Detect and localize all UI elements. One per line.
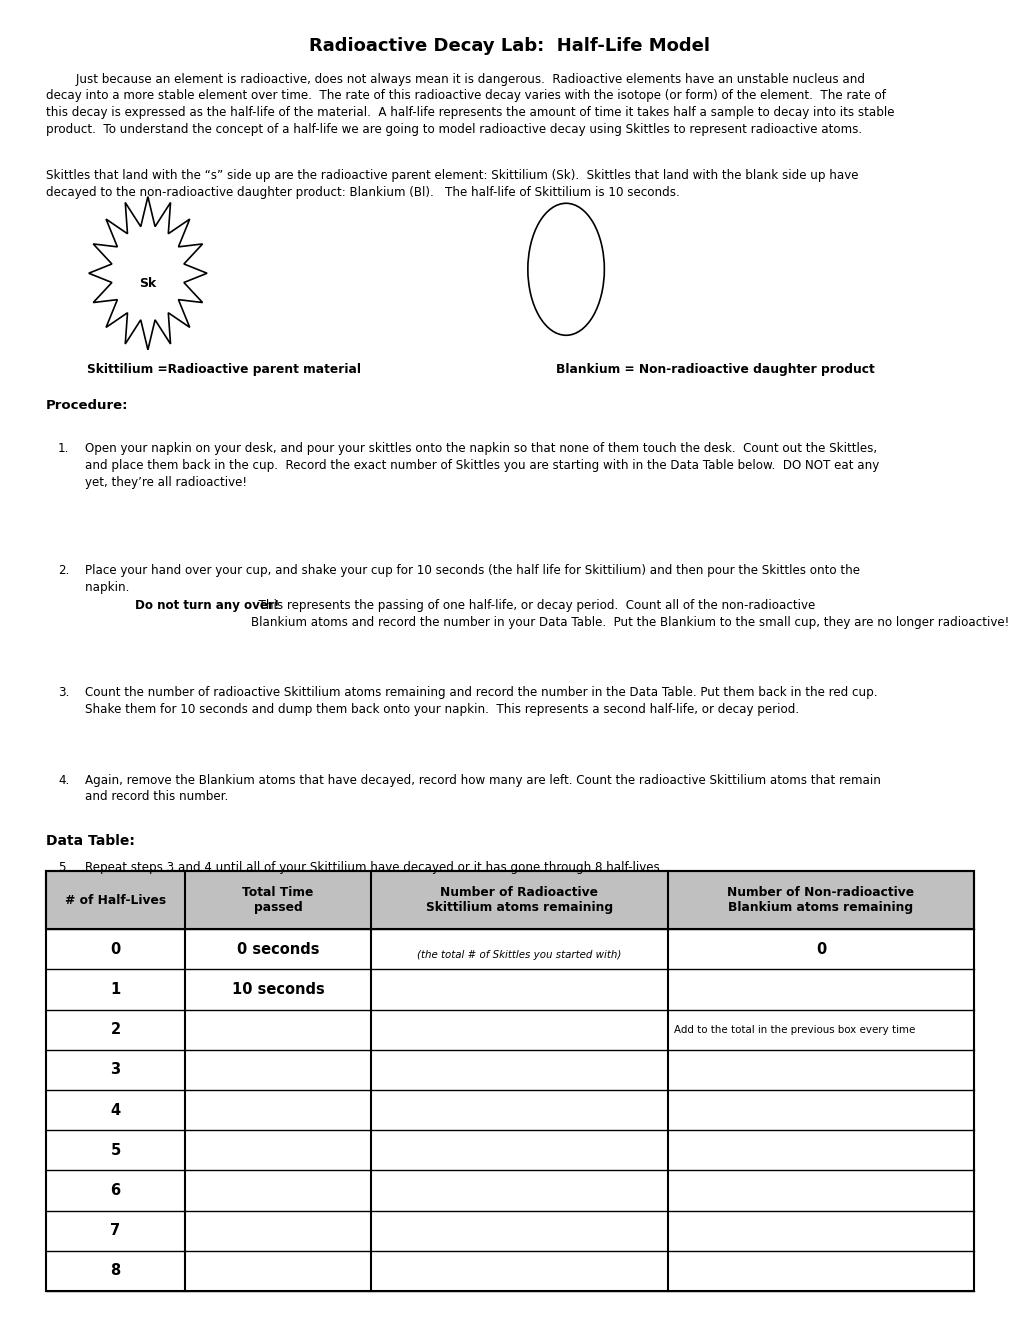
Text: Repeat steps 3 and 4 until all of your Skittilium have decayed or it has gone th: Repeat steps 3 and 4 until all of your S… [85, 861, 662, 874]
Text: 3.: 3. [58, 686, 69, 700]
Text: 0: 0 [815, 942, 825, 957]
Text: Procedure:: Procedure: [46, 399, 128, 412]
Text: (the total # of Skittles you started with): (the total # of Skittles you started wit… [417, 949, 621, 960]
Text: Do not turn any over!: Do not turn any over! [135, 599, 279, 612]
Text: Skittles that land with the “s” side up are the radioactive parent element: Skit: Skittles that land with the “s” side up … [46, 169, 858, 199]
Text: Place your hand over your cup, and shake your cup for 10 seconds (the half life : Place your hand over your cup, and shake… [85, 565, 859, 594]
Text: Count the number of radioactive Skittilium atoms remaining and record the number: Count the number of radioactive Skittili… [85, 686, 876, 717]
Text: 0 seconds: 0 seconds [236, 942, 319, 957]
Text: Add to the total in the previous box every time: Add to the total in the previous box eve… [674, 1024, 914, 1035]
Text: Number of Radioactive
Skittilium atoms remaining: Number of Radioactive Skittilium atoms r… [425, 886, 612, 915]
Text: Just because an element is radioactive, does not always mean it is dangerous.  R: Just because an element is radioactive, … [46, 73, 894, 136]
Text: 5.: 5. [58, 861, 69, 874]
FancyBboxPatch shape [46, 871, 973, 929]
Text: # of Half-Lives: # of Half-Lives [65, 894, 166, 907]
Text: 4.: 4. [58, 774, 69, 787]
Text: 7: 7 [110, 1224, 120, 1238]
Text: Sk: Sk [140, 277, 156, 290]
Bar [46, 871, 973, 1291]
Text: 3: 3 [110, 1063, 120, 1077]
Text: 2: 2 [110, 1022, 120, 1038]
Text: 8: 8 [110, 1263, 120, 1278]
Text: 0: 0 [110, 942, 120, 957]
Text: Skittilium =Radioactive parent material: Skittilium =Radioactive parent material [87, 363, 361, 376]
Text: 1.: 1. [58, 442, 69, 455]
Text: 4: 4 [110, 1102, 120, 1118]
Text: 2.: 2. [58, 565, 69, 577]
Text: 1: 1 [110, 982, 120, 997]
Text: Data Table:: Data Table: [46, 834, 135, 849]
Text: Number of Non-radioactive
Blankium atoms remaining: Number of Non-radioactive Blankium atoms… [727, 886, 914, 915]
Text: Radioactive Decay Lab:  Half-Life Model: Radioactive Decay Lab: Half-Life Model [309, 37, 710, 55]
Text: Again, remove the Blankium atoms that have decayed, record how many are left. Co: Again, remove the Blankium atoms that ha… [85, 774, 879, 804]
Text: This represents the passing of one half-life, or decay period.  Count all of the: This represents the passing of one half-… [252, 599, 1009, 630]
Text: 10 seconds: 10 seconds [231, 982, 324, 997]
Text: Total Time
passed: Total Time passed [243, 886, 313, 915]
Text: Open your napkin on your desk, and pour your skittles onto the napkin so that no: Open your napkin on your desk, and pour … [85, 442, 878, 488]
Text: 6: 6 [110, 1183, 120, 1199]
Text: Blankium = Non-radioactive daughter product: Blankium = Non-radioactive daughter prod… [555, 363, 874, 376]
Text: 5: 5 [110, 1143, 120, 1158]
